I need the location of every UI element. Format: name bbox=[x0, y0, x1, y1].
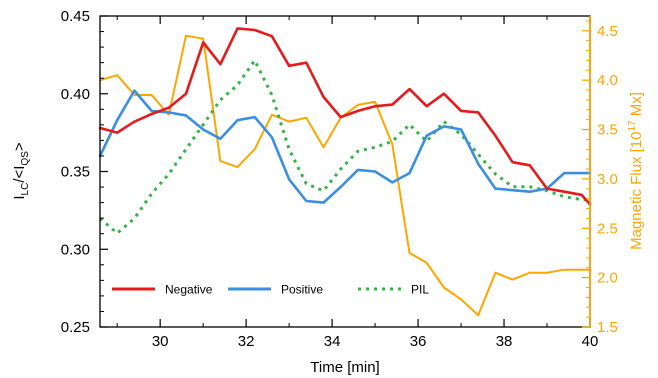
left-y-tick-label: 0.35 bbox=[61, 164, 90, 181]
x-tick-label: 32 bbox=[238, 333, 255, 350]
x-tick-label: 38 bbox=[496, 333, 513, 350]
tick-layer: 30 32 34 36 38 40 0.25 0.30 0.35 0.40 0.45 1.5 2.0 2.… bbox=[61, 8, 618, 350]
x-tick-label: 34 bbox=[324, 333, 341, 350]
right-axis-title: Magnetic Flux [1017 Mx] bbox=[627, 92, 645, 250]
left-axis-title: ILC/<IQS> bbox=[11, 142, 31, 200]
right-y-tick-label: 4.5 bbox=[597, 23, 618, 40]
series-line-pil bbox=[99, 58, 590, 235]
right-y-tick-label: 2.0 bbox=[597, 270, 618, 287]
x-tick-label: 30 bbox=[152, 333, 169, 350]
right-y-tick-label: 1.5 bbox=[597, 319, 618, 336]
x-axis-title: Time [min] bbox=[310, 359, 379, 376]
left-y-tick-label: 0.40 bbox=[61, 86, 90, 103]
right-y-tick-label: 2.5 bbox=[597, 220, 618, 237]
series-line-positive bbox=[98, 89, 592, 204]
legend-label-pil: PIL bbox=[411, 283, 429, 297]
legend-label-negative: Negative bbox=[165, 283, 213, 297]
left-y-tick-label: 0.30 bbox=[61, 241, 90, 258]
legend-label-positive: Positive bbox=[281, 283, 323, 297]
left-y-tick-label: 0.25 bbox=[61, 319, 90, 336]
series-line-magnetic-flux bbox=[99, 34, 591, 317]
legend: Negative Positive PIL bbox=[112, 283, 429, 297]
right-y-tick-label: 3.0 bbox=[597, 171, 618, 188]
x-tick-label: 36 bbox=[410, 333, 427, 350]
series-line-negative bbox=[98, 27, 592, 206]
right-y-tick-label: 4.0 bbox=[597, 72, 618, 89]
right-y-tick-label: 3.5 bbox=[597, 122, 618, 139]
x-tick-label: 40 bbox=[582, 333, 599, 350]
left-y-tick-label: 0.45 bbox=[61, 8, 90, 25]
series-layer bbox=[98, 27, 592, 317]
